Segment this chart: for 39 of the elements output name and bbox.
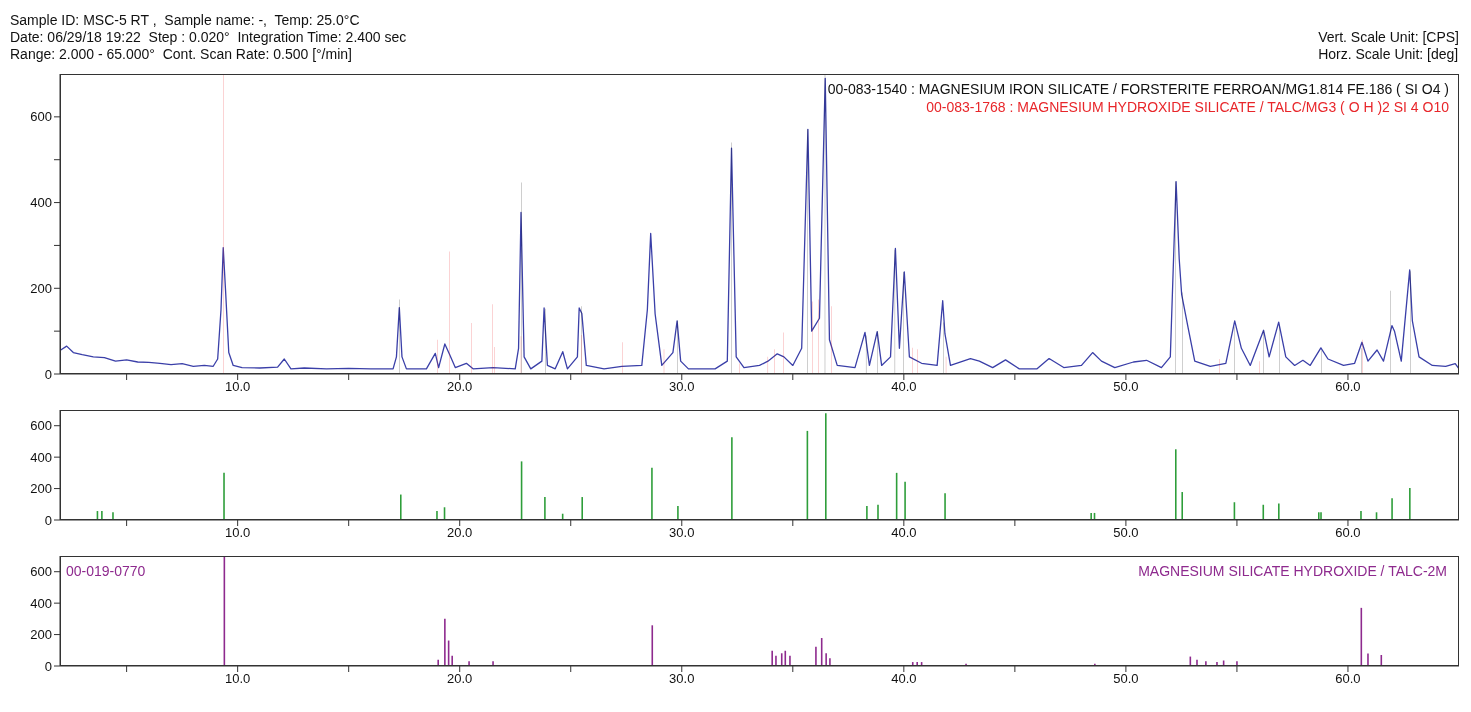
y-tick-label: 0	[44, 658, 52, 674]
x-tick-label: 60.0	[1335, 671, 1361, 687]
x-tick-label: 60.0	[1335, 379, 1361, 395]
text: Horz. Scale Unit: [deg]	[1318, 46, 1459, 63]
x-tick-label: 60.0	[1335, 525, 1361, 541]
x-tick-label: 50.0	[1113, 671, 1139, 687]
x-tick-label: 20.0	[447, 525, 473, 541]
series-label: 00-083-1540 : MAGNESIUM IRON SILICATE / FORSTERITE FERROAN/MG1.814 FE.186 ( SI O4 )	[827, 80, 1449, 98]
x-tick-label: 30.0	[669, 525, 695, 541]
text: Vert. Scale Unit: [CPS]	[1318, 29, 1459, 46]
x-tick-label: 40.0	[891, 525, 917, 541]
text: 00-083-1768 : MAGNESIUM HYDROXIDE SILICATE / TALC/MG3 ( O H )2 SI 4 O10	[925, 98, 1449, 116]
x-tick-label: 20.0	[447, 379, 473, 395]
y-tick-label: 400	[30, 195, 52, 211]
annotation: MAGNESIUM SILICATE HYDROXIDE / TALC-2M	[1138, 562, 1447, 580]
y-tick-label: 600	[30, 109, 52, 125]
y-tick-label: 200	[30, 627, 52, 643]
y-tick-label: 400	[30, 449, 52, 465]
x-tick-label: 10.0	[224, 379, 251, 395]
x-tick-label: 40.0	[891, 379, 917, 395]
y-tick-label: 200	[30, 280, 52, 296]
x-tick-label: 10.0	[224, 525, 251, 541]
y-tick-label: 0	[44, 512, 52, 528]
x-tick-label: 30.0	[669, 379, 695, 395]
x-tick-label: 40.0	[891, 671, 917, 687]
y-tick-label: 200	[30, 481, 52, 497]
y-tick-label: 600	[30, 564, 52, 580]
x-tick-label: 50.0	[1113, 379, 1139, 395]
y-tick-label: 0	[44, 366, 52, 382]
y-tick-label: 400	[30, 595, 52, 611]
x-tick-label: 50.0	[1113, 525, 1139, 541]
x-tick-label: 20.0	[447, 671, 473, 687]
y-tick-label: 600	[30, 418, 52, 434]
x-tick-label: 30.0	[669, 671, 695, 687]
text: Date: 06/29/18 19:22 Step : 0.020° Integration Time: 2.400 sec	[10, 29, 407, 46]
text: Sample ID: MSC-5 RT , Sample name: -, Temp: 25.0°C	[10, 12, 361, 29]
text: Range: 2.000 - 65.000° Cont. Scan Rate: 0.500 [°/min]	[10, 46, 353, 63]
x-tick-label: 10.0	[224, 671, 251, 687]
text: 00-019-0770	[66, 562, 146, 580]
